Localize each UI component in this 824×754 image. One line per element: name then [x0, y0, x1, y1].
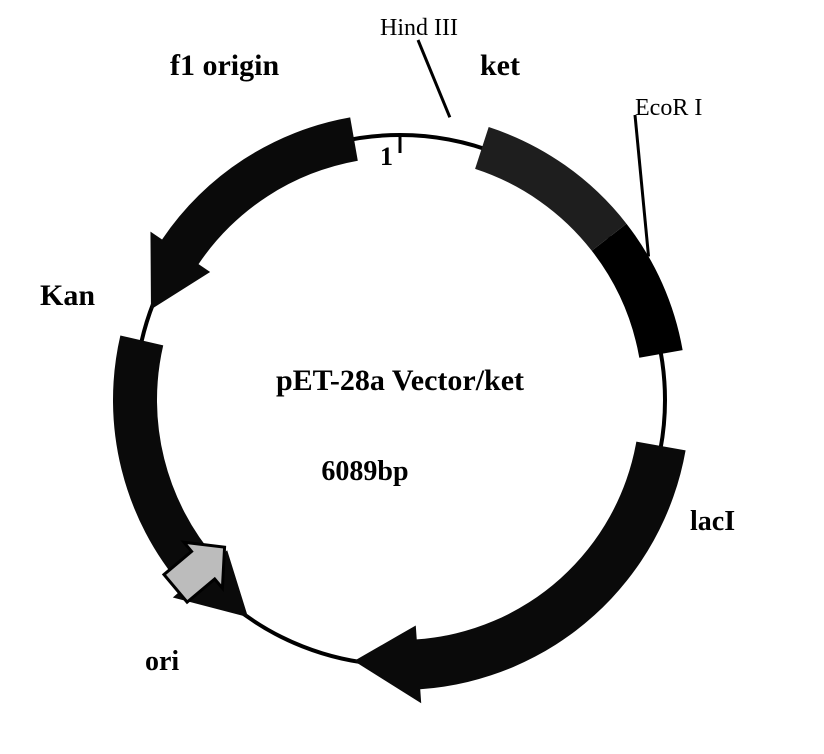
plasmid-size: 6089bp [321, 456, 408, 487]
site-label-Hind-III: Hind III [380, 15, 458, 41]
plasmid-title: pET-28a Vector/ket [276, 364, 524, 397]
ori-label: ori [145, 646, 179, 677]
site-tick-EcoR-I [635, 115, 649, 257]
ket-segment-a [592, 224, 683, 358]
plasmid-map: ket f1 origin Kan ori lacI Hind III EcoR I pE… [0, 0, 824, 754]
kan-label: Kan [40, 279, 95, 312]
ket-label: ket [480, 49, 520, 82]
f1-origin-label: f1 origin [170, 49, 279, 82]
ket-segment-b [475, 127, 626, 251]
f1-origin-arc [150, 117, 357, 309]
origin-position-marker: 1 [380, 142, 393, 171]
site-tick-Hind-III [418, 40, 450, 117]
lacI-label: lacI [690, 506, 735, 537]
site-label-EcoR-I: EcoR I [635, 95, 702, 121]
